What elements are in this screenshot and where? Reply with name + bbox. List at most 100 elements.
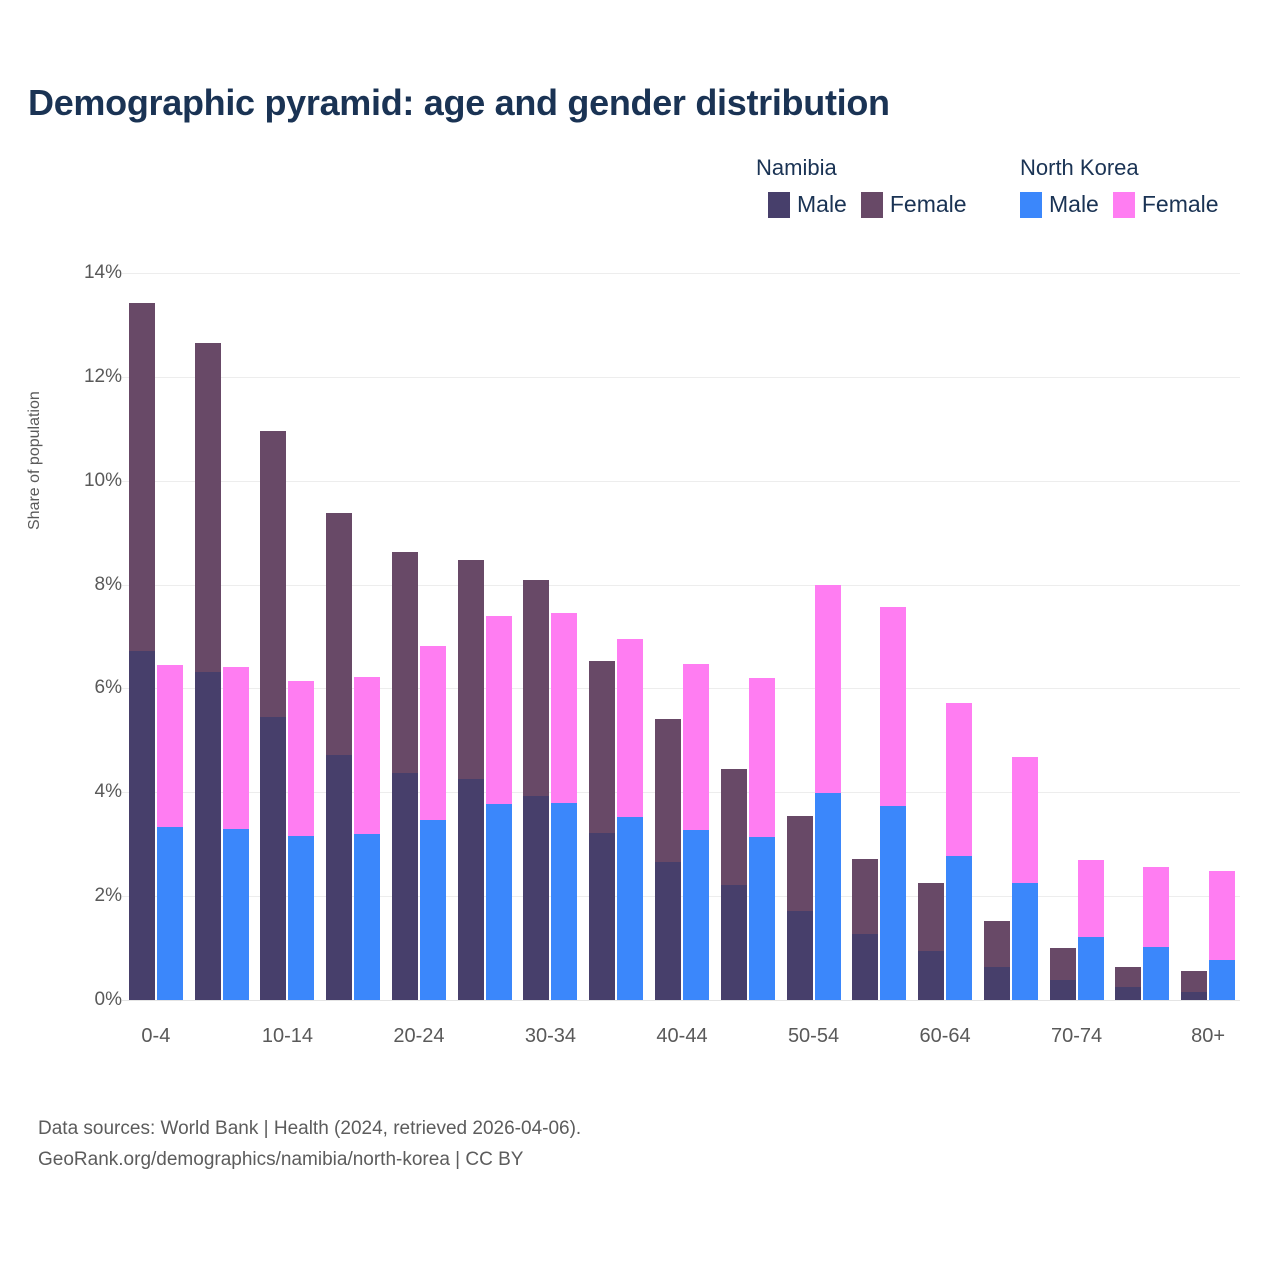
bar-group xyxy=(1181,273,1236,1000)
bar-segment[interactable] xyxy=(194,342,221,673)
bar-segment[interactable] xyxy=(786,910,813,1000)
legend-entries: Male Female Male Female xyxy=(768,191,1242,218)
bar-segment[interactable] xyxy=(1115,966,1142,988)
bar-segment[interactable] xyxy=(748,837,775,1000)
page-title: Demographic pyramid: age and gender dist… xyxy=(28,82,890,123)
x-axis-tick-label: 60-64 xyxy=(919,1025,971,1047)
y-axis-tick-label: 6% xyxy=(94,677,122,699)
gridline xyxy=(122,792,1240,794)
bar-segment[interactable] xyxy=(457,560,484,780)
bar-segment[interactable] xyxy=(419,646,446,820)
bar-segment[interactable] xyxy=(354,677,381,835)
bar-segment[interactable] xyxy=(720,884,747,1000)
bar-segment[interactable] xyxy=(354,834,381,1000)
x-axis-tick-label: 50-54 xyxy=(787,1025,840,1047)
legend-group-titles: Namibia North Korea xyxy=(746,155,1242,181)
bar-group xyxy=(983,273,1038,1000)
x-axis-tick-label: 80+ xyxy=(1191,1025,1226,1047)
bar-segment[interactable] xyxy=(918,883,945,951)
bar-segment[interactable] xyxy=(551,802,578,1000)
bar-segment[interactable] xyxy=(720,769,747,885)
bar-segment[interactable] xyxy=(880,606,907,806)
bar-segment[interactable] xyxy=(1011,757,1038,884)
bar-segment[interactable] xyxy=(852,859,879,935)
legend-label-north-korea-male: Male xyxy=(1049,191,1099,217)
bar-segment[interactable] xyxy=(128,303,155,651)
bar-segment[interactable] xyxy=(617,817,644,1000)
legend-group-title-namibia: Namibia xyxy=(756,155,837,180)
bar-segment[interactable] xyxy=(194,672,221,1000)
bar-segment[interactable] xyxy=(852,934,879,1000)
bar-segment[interactable] xyxy=(391,552,418,774)
legend-item-north-korea-female[interactable]: Female xyxy=(1112,191,1219,218)
y-axis-title: Share of population xyxy=(26,391,43,530)
bar-group xyxy=(128,273,183,1000)
bar-segment[interactable] xyxy=(156,827,183,1000)
bar-segment[interactable] xyxy=(946,856,973,1000)
bar-segment[interactable] xyxy=(814,793,841,1000)
bar-group xyxy=(720,273,775,1000)
bar-segment[interactable] xyxy=(457,779,484,1000)
bar-segment[interactable] xyxy=(1077,860,1104,937)
bar-segment[interactable] xyxy=(983,967,1010,1000)
y-axis-tick-label: 0% xyxy=(94,989,122,1010)
legend-item-namibia-male[interactable]: Male xyxy=(768,191,847,218)
bar-segment[interactable] xyxy=(391,773,418,1000)
bar-segment[interactable] xyxy=(326,754,353,1000)
bar-segment[interactable] xyxy=(1181,992,1208,1000)
x-axis-tick-label: 20-24 xyxy=(393,1025,445,1047)
bar-group xyxy=(786,273,841,1000)
x-axis-tick-label: 40-44 xyxy=(656,1025,708,1047)
bar-segment[interactable] xyxy=(551,613,578,803)
bar-segment[interactable] xyxy=(1077,936,1104,1000)
bar-segment[interactable] xyxy=(222,667,249,829)
bar-segment[interactable] xyxy=(748,677,775,838)
bar-segment[interactable] xyxy=(485,616,512,804)
bar-segment[interactable] xyxy=(523,579,550,797)
bar-segment[interactable] xyxy=(946,702,973,857)
bar-segment[interactable] xyxy=(1049,979,1076,1000)
chart-footer: Data sources: World Bank | Health (2024,… xyxy=(38,1113,581,1176)
bar-segment[interactable] xyxy=(1011,883,1038,1000)
bar-segment[interactable] xyxy=(128,650,155,1000)
bar-segment[interactable] xyxy=(419,819,446,1000)
x-axis-tick-label: 70-74 xyxy=(1051,1025,1103,1047)
bar-segment[interactable] xyxy=(485,803,512,1000)
bar-segment[interactable] xyxy=(1115,987,1142,1000)
bar-segment[interactable] xyxy=(880,805,907,1000)
bar-segment[interactable] xyxy=(288,836,315,1000)
legend-item-namibia-female[interactable]: Female xyxy=(860,191,967,218)
bar-segment[interactable] xyxy=(1181,970,1208,993)
bar-segment[interactable] xyxy=(589,660,616,833)
bar-segment[interactable] xyxy=(260,717,287,1000)
bar-segment[interactable] xyxy=(288,680,315,837)
bar-segment[interactable] xyxy=(1049,947,1076,980)
gridline xyxy=(122,584,1240,586)
bar-segment[interactable] xyxy=(655,861,681,1000)
bar-segment[interactable] xyxy=(617,638,644,818)
bar-group xyxy=(523,273,578,1000)
bar-segment[interactable] xyxy=(222,828,249,1000)
bar-segment[interactable] xyxy=(260,430,287,717)
bar-segment[interactable] xyxy=(683,829,709,1000)
bar-segment[interactable] xyxy=(156,665,183,828)
bar-segment[interactable] xyxy=(786,816,813,911)
bar-segment[interactable] xyxy=(1143,946,1170,1000)
bar-segment[interactable] xyxy=(655,718,681,862)
bar-segment[interactable] xyxy=(1209,959,1236,1000)
bar-segment[interactable] xyxy=(326,512,353,755)
bar-segment[interactable] xyxy=(683,663,709,830)
bar-segment[interactable] xyxy=(814,584,841,794)
legend-block-north-korea: Male Female xyxy=(1020,191,1242,218)
bar-segment[interactable] xyxy=(918,950,945,1000)
legend-item-north-korea-male[interactable]: Male xyxy=(1020,191,1099,218)
bar-segment[interactable] xyxy=(983,920,1010,968)
bar-group xyxy=(1115,273,1170,1000)
bar-segment[interactable] xyxy=(1209,871,1236,960)
chart-legend: Namibia North Korea Male Female Male xyxy=(746,155,1242,218)
bar-segment[interactable] xyxy=(1143,867,1170,947)
bar-segment[interactable] xyxy=(523,796,550,1000)
bar-group xyxy=(1049,273,1104,1000)
swatch-namibia-male-icon xyxy=(768,191,790,218)
bar-segment[interactable] xyxy=(589,832,616,1000)
